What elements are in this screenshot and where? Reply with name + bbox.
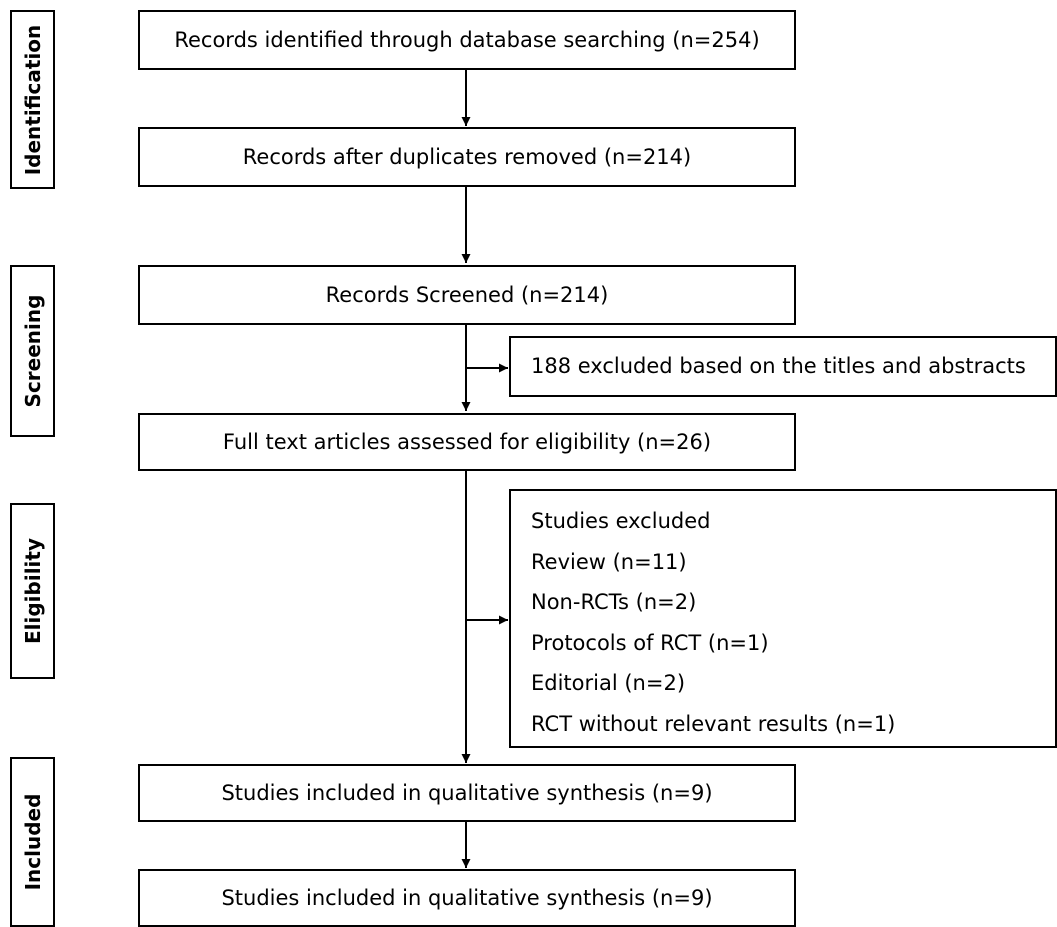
exclusion-item: Protocols of RCT (n=1) xyxy=(531,630,769,655)
stage-included-label: Included xyxy=(20,793,45,891)
exclusion-item: RCT without relevant results (n=1) xyxy=(531,711,896,736)
stage-eligibility: Eligibility xyxy=(10,503,55,679)
fulltext-assessed-box: Full text articles assessed for eligibil… xyxy=(138,413,796,471)
duplicates-removed-box: Records after duplicates removed (n=214) xyxy=(138,127,796,187)
excluded-titles-box: 188 excluded based on the titles and abs… xyxy=(509,336,1057,397)
studies-excluded-heading: Studies excluded xyxy=(531,509,711,533)
qualitative-synthesis-box-2: Studies included in qualitative synthesi… xyxy=(138,869,796,927)
records-identified-box: Records identified through database sear… xyxy=(138,10,796,70)
exclusion-item: Review (n=11) xyxy=(531,549,687,574)
exclusion-item: Non-RCTs (n=2) xyxy=(531,590,697,615)
stage-screening-label: Screening xyxy=(20,294,45,408)
qualitative-synthesis-box-1: Studies included in qualitative synthesi… xyxy=(138,764,796,822)
stage-identification-label: Identification xyxy=(20,24,45,175)
stage-screening: Screening xyxy=(10,265,55,437)
records-screened-box: Records Screened (n=214) xyxy=(138,265,796,325)
stage-eligibility-label: Eligibility xyxy=(20,537,45,645)
studies-excluded-box: Studies excluded Review (n=11) Non-RCTs … xyxy=(509,489,1057,748)
exclusion-item: Editorial (n=2) xyxy=(531,671,686,696)
stage-identification: Identification xyxy=(10,10,55,189)
stage-included: Included xyxy=(10,757,55,927)
